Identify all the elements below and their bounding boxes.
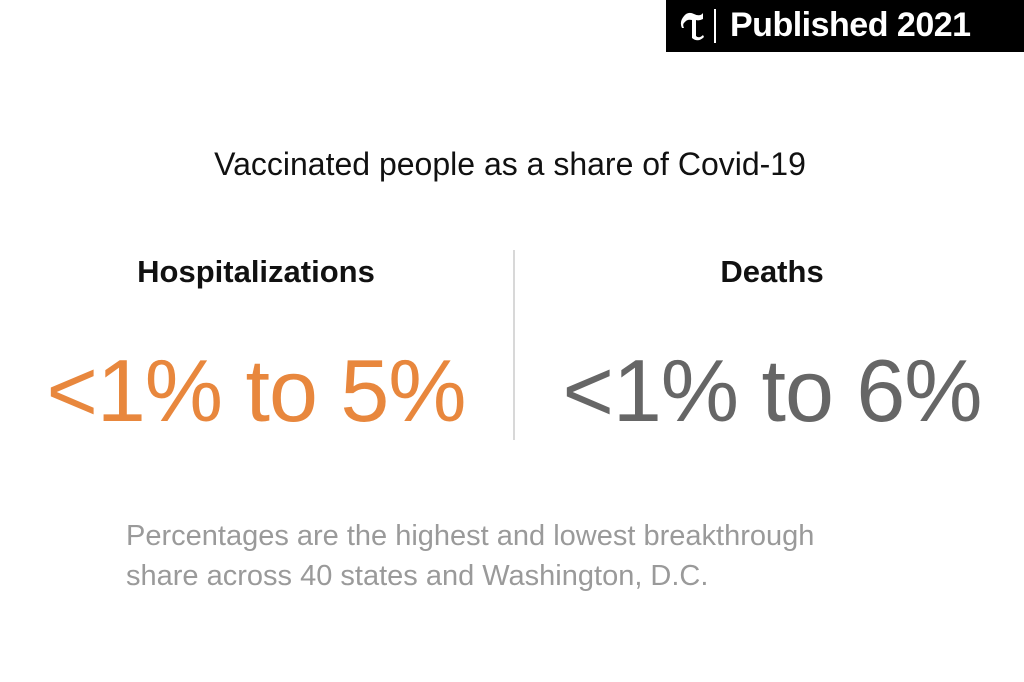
published-badge: Published 2021	[666, 0, 1024, 52]
stat-value: <1% to 5%	[46, 341, 466, 440]
divider	[513, 250, 515, 440]
badge-label: Published 2021	[730, 6, 971, 44]
stat-label: Deaths	[720, 254, 824, 289]
logo	[680, 12, 704, 41]
title: Vaccinated people as a share of Covid-19	[214, 146, 806, 182]
stat-value: <1% to 6%	[562, 341, 982, 440]
badge-separator	[714, 9, 716, 43]
stat-label: Hospitalizations	[137, 254, 375, 289]
note: Percentages are the highest and lowest b…	[126, 520, 815, 592]
